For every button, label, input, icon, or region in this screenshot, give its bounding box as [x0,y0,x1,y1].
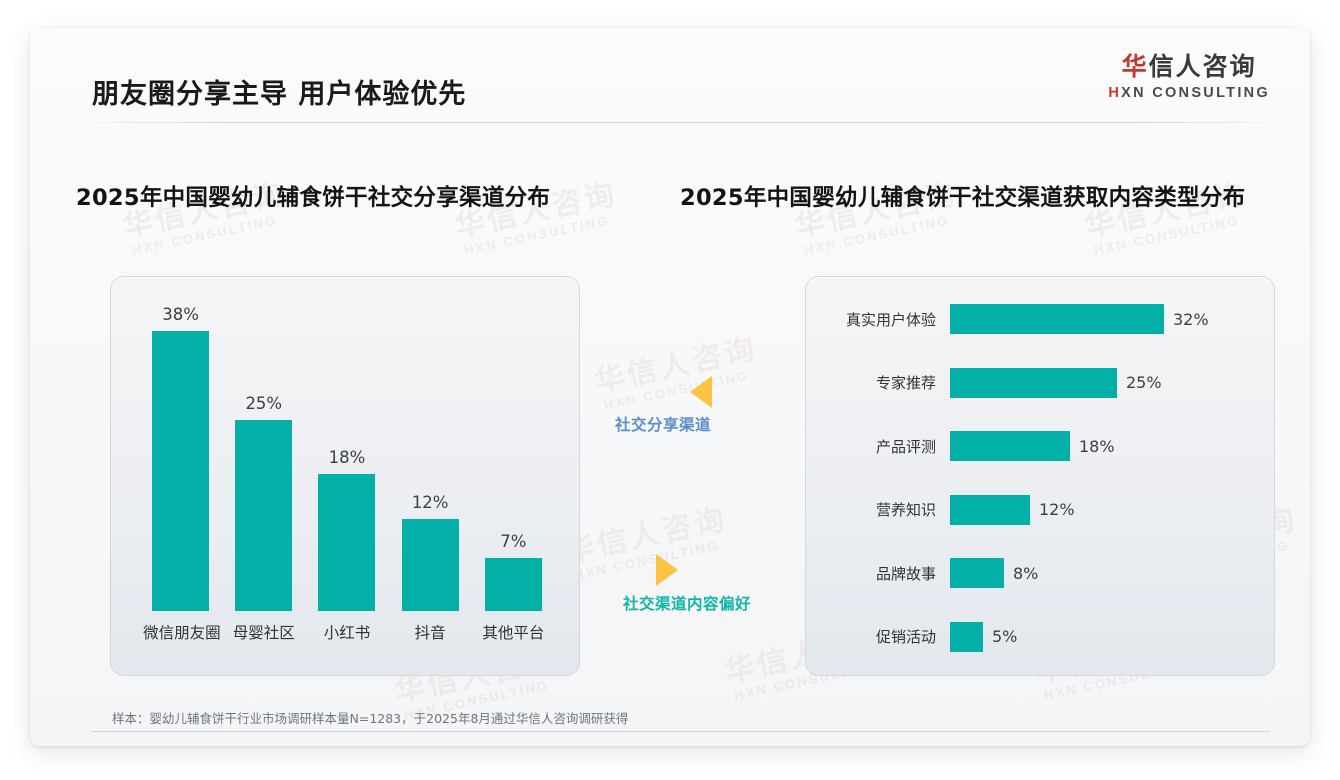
bar-value-label: 18% [328,448,366,467]
sample-note: 样本：婴幼儿辅食饼干行业市场调研样本量N=1283，于2025年8月通过华信人咨… [112,711,629,726]
header-divider [92,122,1270,123]
brand-en-highlight: H [1108,85,1122,101]
bar-category-label: 母婴社区 [232,624,295,642]
connector-label-content-preference: 社交渠道内容偏好 [623,595,752,613]
bar-category-label: 专家推荐 [875,374,936,393]
footer-divider [92,731,1270,732]
bar-category-label: 其他平台 [482,624,545,642]
vertical-bar-column[interactable]: 7% [476,305,551,611]
bar[interactable] [950,431,1070,462]
bar-category-label: 品牌故事 [875,564,936,583]
page-title: 朋友圈分享主导 用户体验优先 [92,79,467,110]
bar-value-label: 32% [1173,309,1209,329]
triangle-left-icon [690,376,712,408]
connector-group: 社交分享渠道 社交渠道内容偏好 [585,276,810,676]
brand-logo-cn: 华信人咨询 [1108,54,1270,79]
watermark-en: HXN CONSULTING [1092,212,1241,258]
bar[interactable] [401,519,459,611]
slide-footer: ©2025.10 HXR华信人咨询 www.hxrcon.com [30,740,1310,746]
bar-category-label: 促销活动 [875,628,936,647]
bar-category-label: 真实用户体验 [845,310,936,329]
slide-header: 朋友圈分享主导 用户体验优先 华信人咨询 HXN CONSULTING [30,28,1310,124]
connector-item-share-channel: 社交分享渠道 [615,376,712,435]
slide: 华信人咨询 HXN CONSULTING 华信人咨询 HXN CONSULTING 华信… [30,28,1310,746]
horizontal-bar-chart: 真实用户体验 32% 专家推荐 25% 产品评测 18% 营养知识 12% 品牌故事 8% 促销活动… [828,303,1256,653]
horizontal-bar-row[interactable]: 真实用户体验 32% [828,303,1256,335]
bar[interactable] [950,621,983,652]
bar[interactable] [950,367,1117,398]
brand-logo-en: HXN CONSULTING [1108,86,1270,101]
brand-cn-rest: 信人咨询 [1148,52,1257,81]
vertical-bar-column[interactable]: 12% [393,305,468,611]
bar[interactable] [950,558,1004,589]
bar-value-label: 25% [1126,373,1162,393]
watermark-en: HXN CONSULTING [462,212,611,258]
bar[interactable] [950,494,1030,525]
horizontal-bar-row[interactable]: 促销活动 5% [828,621,1256,653]
vertical-bar-column[interactable]: 38% [143,305,218,611]
vertical-bar-category-axis: 微信朋友圈 母婴社区 小红书 抖音 其他平台 [139,611,555,653]
bar-value-label: 7% [500,532,527,551]
bar-category-label: 微信朋友圈 [143,624,221,642]
bar[interactable] [950,304,1164,334]
bar-value-label: 38% [162,305,199,324]
horizontal-bar-row[interactable]: 品牌故事 8% [828,557,1256,589]
bar-value-label: 8% [1013,563,1039,583]
bar-value-label: 12% [411,493,449,512]
vertical-bar-column[interactable]: 18% [310,305,385,611]
brand-cn-highlight: 华 [1121,52,1149,81]
bar[interactable] [318,474,376,611]
vertical-bar-chart: 38% 25% 18% 12% 7% 微信朋友圈 母婴社区 小红书 抖音 其他平台 [139,305,555,653]
triangle-right-icon [656,554,678,586]
chart-card-right: 真实用户体验 32% 专家推荐 25% 产品评测 18% 营养知识 12% 品牌故事 8% 促销活动… [805,276,1275,676]
bar-category-label: 抖音 [414,624,446,642]
connector-label-share-channel: 社交分享渠道 [615,416,712,434]
bar[interactable] [235,420,293,611]
bar-category-label: 产品评测 [875,437,936,456]
vertical-bar-columns: 38% 25% 18% 12% 7% [139,305,555,611]
bar-category-label: 小红书 [323,624,371,642]
bar-category-label: 营养知识 [875,501,936,520]
horizontal-bar-row[interactable]: 产品评测 18% [828,430,1256,462]
brand-en-rest: XN CONSULTING [1121,85,1270,101]
horizontal-bar-row[interactable]: 营养知识 12% [828,494,1256,526]
watermark-en: HXN CONSULTING [130,212,279,258]
vertical-bar-column[interactable]: 25% [226,305,301,611]
bar-value-label: 12% [1039,500,1075,520]
bar[interactable] [484,558,542,611]
horizontal-bar-row[interactable]: 专家推荐 25% [828,367,1256,399]
chart-title-left: 2025年中国婴幼儿辅食饼干社交分享渠道分布 [76,185,551,211]
watermark-en: HXN CONSULTING [802,212,951,258]
chart-card-left: 38% 25% 18% 12% 7% 微信朋友圈 母婴社区 小红书 抖音 其他平台 [110,276,580,676]
bar[interactable] [152,331,210,611]
chart-title-right: 2025年中国婴幼儿辅食饼干社交渠道获取内容类型分布 [680,185,1246,211]
connector-item-content-preference: 社交渠道内容偏好 [623,554,751,614]
bar-value-label: 18% [1079,436,1115,456]
brand-logo: 华信人咨询 HXN CONSULTING [1108,54,1270,101]
bar-value-label: 25% [245,394,283,413]
bar-value-label: 5% [992,627,1018,647]
